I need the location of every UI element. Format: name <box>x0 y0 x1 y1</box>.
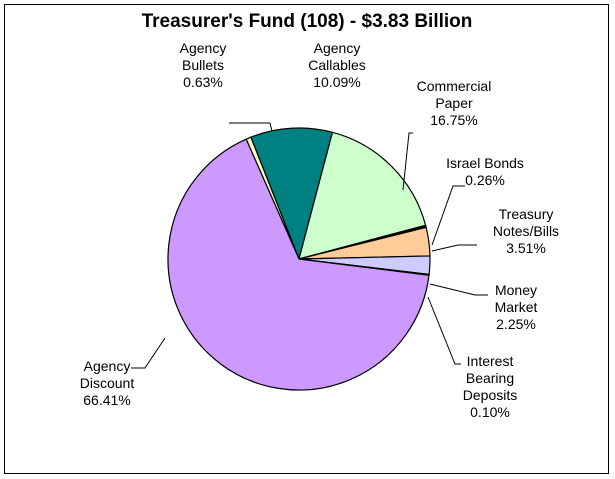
slice-label: Commercial Paper 16.75% <box>417 78 492 128</box>
slice-label: Israel Bonds 0.26% <box>446 155 524 188</box>
slice-label: Interest Bearing Deposits 0.10% <box>463 353 517 420</box>
slice-label: Agency Discount 66.41% <box>80 358 135 408</box>
pie-slice-commercial-paper <box>298 131 427 260</box>
leader-line <box>431 185 465 246</box>
leader-line <box>429 283 488 296</box>
slice-label: Agency Bullets 0.63% <box>180 40 227 90</box>
pie-slice-agency-callables <box>250 127 334 261</box>
leader-line <box>431 244 477 252</box>
pie-slice-agency-discount <box>167 138 430 391</box>
leader-lines <box>131 122 488 369</box>
leader-line <box>131 337 166 369</box>
chart-title: Treasurer's Fund (108) - $3.83 Billion <box>142 11 473 32</box>
slice-label: Treasury Notes/Bills 3.51% <box>493 206 559 256</box>
leader-line <box>402 132 413 191</box>
leader-line <box>229 122 273 132</box>
slice-label: Agency Callables 10.09% <box>308 40 366 90</box>
leader-line <box>427 296 461 365</box>
pie-chart: Treasurer's Fund (108) - $3.83 Billion A… <box>80 11 559 420</box>
slice-label: Money Market 2.25% <box>495 282 538 332</box>
slice-labels: Agency Bullets 0.63% Agency Callables 10.09% C… <box>80 40 559 420</box>
pie-slices <box>167 127 431 391</box>
chart-frame: Treasurer's Fund (108) - $3.83 Billion A… <box>4 4 609 474</box>
